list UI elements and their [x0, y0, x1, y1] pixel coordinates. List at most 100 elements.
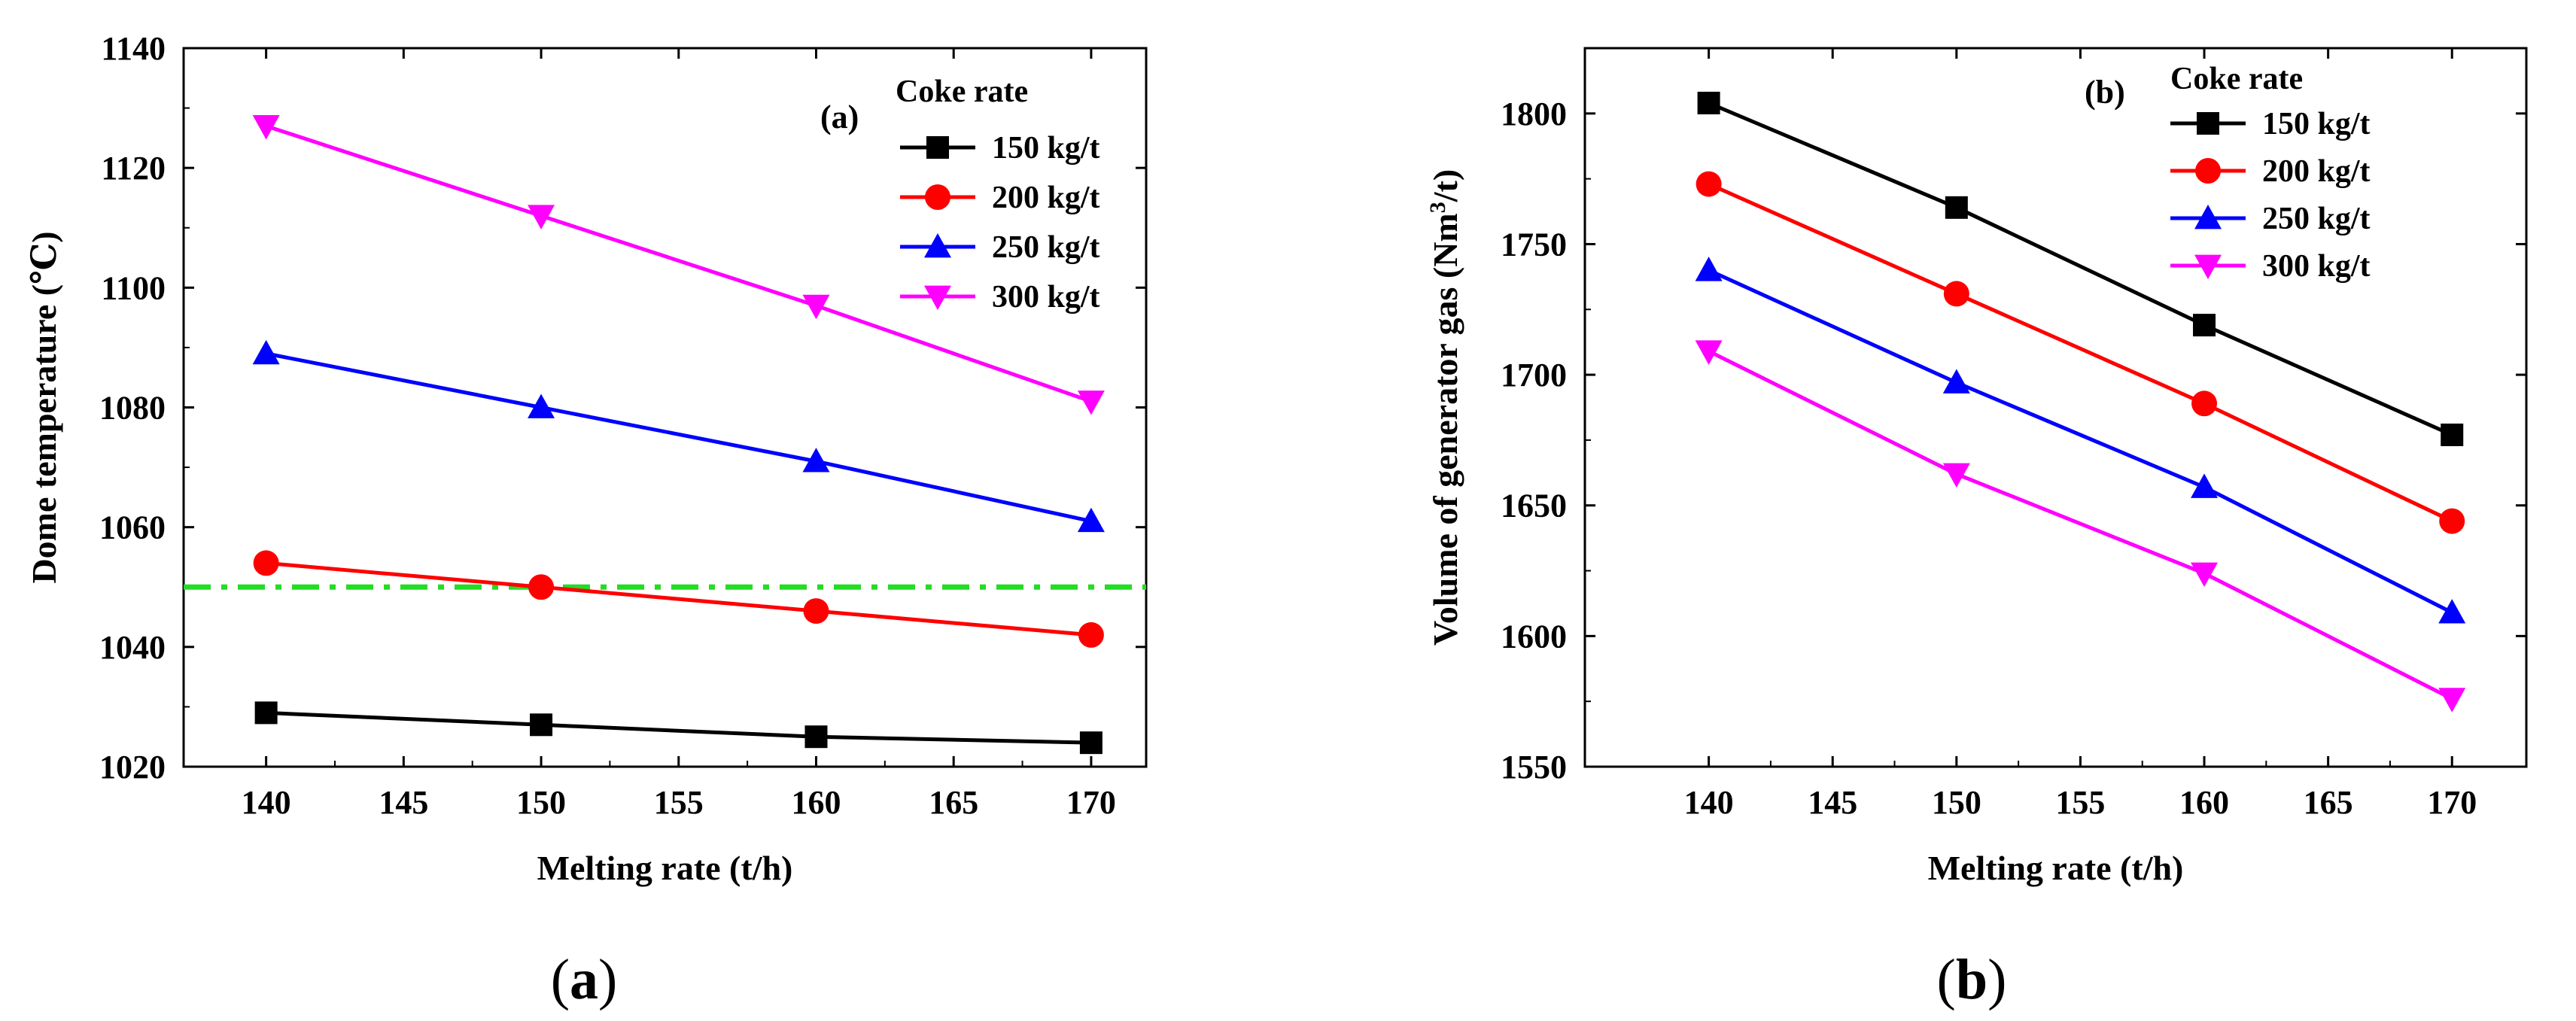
- series-line: [1708, 101, 2453, 437]
- data-point: [254, 701, 278, 725]
- series-300-kg-t: [252, 115, 1105, 415]
- data-point: [253, 550, 279, 576]
- legend-marker: [926, 136, 949, 159]
- y-tick-label: 1080: [99, 390, 166, 427]
- series-250-kg-t: [252, 339, 1105, 533]
- y-axis-label: Volume of generator gas (Nm3/t): [1425, 169, 1465, 646]
- x-tick-label: 160: [791, 784, 841, 821]
- panel-tag: (b): [2085, 74, 2125, 111]
- data-point: [1695, 257, 1723, 281]
- y-axis-label-superscript: 3: [1425, 202, 1450, 213]
- chart-a: 140 145 150 155 160 165 170 1020 1040 1060 1080 110…: [25, 30, 1148, 1011]
- x-axis-label: Melting rate (t/h): [537, 849, 793, 887]
- data-point: [2191, 562, 2219, 588]
- legend-entry-label: 300 kg/t: [992, 280, 1100, 315]
- x-tick-label: 155: [654, 784, 704, 821]
- caption-open-paren: (: [1937, 948, 1956, 1011]
- legend-entry-label: 300 kg/t: [2262, 249, 2371, 284]
- series-300-kg-t: [1695, 340, 2466, 713]
- x-tick-label: 155: [2055, 784, 2105, 821]
- series-line: [266, 351, 1092, 524]
- x-tick-label: 160: [2179, 784, 2229, 821]
- x-tick-label: 145: [1808, 784, 1857, 821]
- legend-marker: [925, 184, 950, 210]
- x-tick-label: 145: [379, 784, 428, 821]
- series-line: [266, 710, 1091, 745]
- data-point: [2439, 508, 2465, 534]
- data-point: [1078, 621, 1104, 648]
- legend-entry-label: 250 kg/t: [992, 230, 1100, 265]
- data-point: [2191, 473, 2219, 498]
- series-250-kg-t: [1695, 257, 2466, 624]
- caption-letter: b: [1956, 948, 1988, 1011]
- x-tick-label: 140: [1684, 784, 1734, 821]
- y-tick-label: 1040: [99, 629, 166, 666]
- data-point: [2191, 390, 2218, 417]
- y-tick-label: 1100: [101, 269, 166, 306]
- data-point: [1079, 731, 1102, 755]
- data-point: [2438, 599, 2466, 624]
- data-point: [252, 339, 280, 365]
- legend-entry-label: 250 kg/t: [2262, 202, 2371, 236]
- data-point: [803, 598, 829, 624]
- legend-marker: [2194, 205, 2222, 229]
- data-point: [528, 394, 555, 418]
- series-150-kg-t: [1697, 91, 2464, 446]
- x-tick-label: 170: [1066, 784, 1116, 821]
- y-tick-label: 1800: [1501, 96, 1567, 132]
- data-point: [528, 574, 555, 600]
- legend-marker: [2197, 112, 2219, 135]
- data-point: [1942, 369, 1970, 394]
- chart-b: 140 145 150 155 160 165 170 1550 1600 1650 1700 175…: [1425, 47, 2528, 1011]
- legend-entry-label: 150 kg/t: [2262, 107, 2371, 141]
- series-150-kg-t: [254, 701, 1102, 755]
- data-point: [1695, 340, 1723, 365]
- data-point: [528, 205, 555, 229]
- legend-title: Coke rate: [2170, 62, 2303, 96]
- legend-title: Coke rate: [896, 74, 1028, 109]
- x-tick-label: 140: [242, 784, 291, 821]
- panel-caption: (a): [551, 948, 618, 1011]
- caption-close-paren: ): [1988, 948, 2006, 1011]
- caption-letter: a: [570, 948, 598, 1011]
- caption-open-paren: (: [551, 948, 570, 1011]
- y-axis-label-tail: /t): [1426, 169, 1464, 202]
- data-point: [1942, 463, 1970, 488]
- y-axis-label: Dome temperature (℃): [25, 231, 63, 583]
- caption-close-paren: ): [598, 948, 617, 1011]
- y-tick-label: 1140: [101, 30, 166, 67]
- panel-tag: (a): [820, 99, 859, 135]
- x-tick-label: 150: [1932, 784, 1981, 821]
- y-tick-label: 1650: [1501, 488, 1567, 524]
- data-point: [804, 725, 828, 749]
- series-line: [266, 561, 1092, 637]
- plot-frame: [1583, 47, 2528, 768]
- data-point: [1943, 281, 1969, 307]
- x-tick-label: 170: [2427, 784, 2477, 821]
- y-tick-label: 1750: [1501, 226, 1567, 263]
- series-200-kg-t: [253, 550, 1104, 648]
- series-line: [1708, 268, 2453, 615]
- legend-entry-label: 150 kg/t: [992, 131, 1100, 166]
- legend: Coke rate 150 kg/t 200 kg/t 250 kg/t 300 kg/…: [896, 74, 1100, 315]
- data-point: [1945, 196, 1968, 219]
- y-tick-label: 1700: [1501, 357, 1567, 394]
- y-tick-label: 1060: [99, 509, 166, 546]
- data-point: [802, 448, 830, 473]
- data-point: [1077, 507, 1105, 533]
- y-tick-label: 1120: [101, 150, 166, 187]
- data-point: [802, 294, 830, 320]
- data-point: [1077, 390, 1105, 415]
- legend-entry-label: 200 kg/t: [992, 181, 1100, 215]
- data-point: [2441, 423, 2464, 446]
- legend-marker: [2194, 254, 2222, 279]
- data-point: [1697, 91, 1720, 114]
- x-tick-label: 150: [516, 784, 566, 821]
- y-tick-label: 1550: [1501, 749, 1567, 786]
- data-point: [252, 115, 280, 140]
- y-tick-label: 1020: [99, 749, 166, 786]
- data-point: [530, 713, 553, 737]
- data-point: [2193, 314, 2216, 337]
- panel-caption: (b): [1937, 948, 2007, 1011]
